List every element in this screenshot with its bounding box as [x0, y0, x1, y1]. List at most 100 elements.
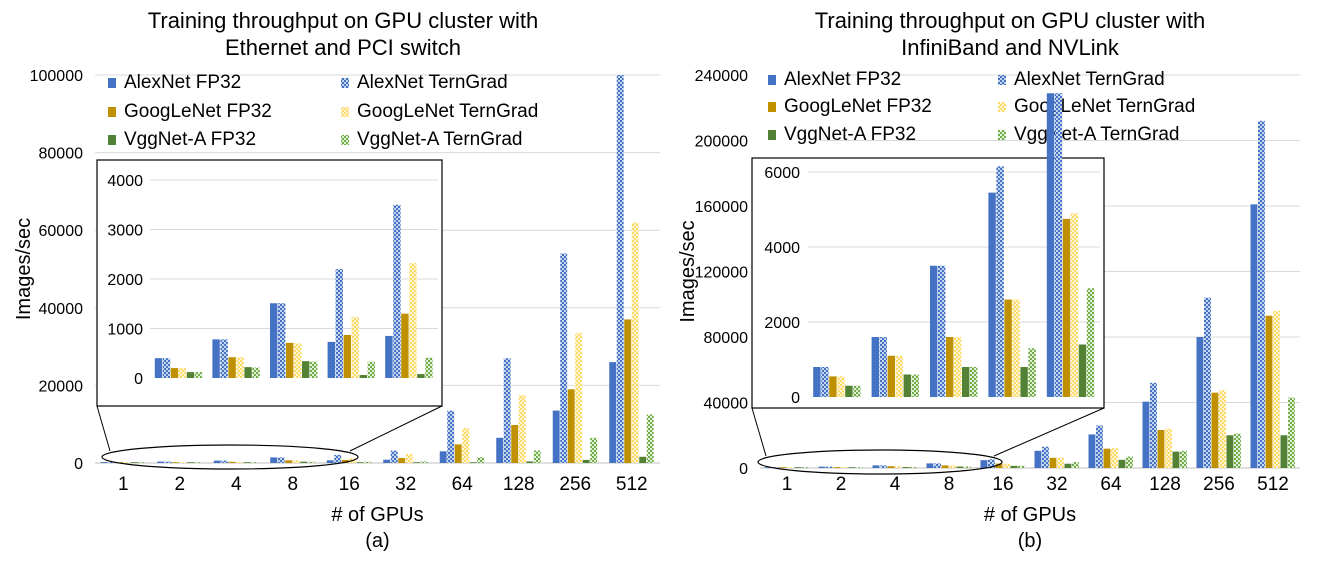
bar: [567, 389, 575, 463]
bar: [841, 467, 848, 468]
inset-bar: [409, 263, 417, 378]
bar: [995, 463, 1003, 468]
bar: [624, 319, 632, 463]
bar: [575, 333, 583, 463]
legend-swatch: [998, 130, 1006, 140]
inset-bar: [220, 339, 228, 378]
bar: [764, 467, 772, 468]
bar: [1088, 434, 1096, 468]
x-tick-label: 128: [503, 474, 535, 495]
inset-bar: [853, 385, 861, 397]
bar: [646, 414, 654, 463]
bar: [477, 457, 485, 463]
inset-bar: [1086, 288, 1095, 397]
bar: [228, 461, 236, 463]
bar: [496, 437, 504, 463]
bar: [511, 424, 519, 463]
bar: [405, 454, 413, 463]
inset-bar: [228, 357, 236, 378]
zoom-connector: [96, 405, 111, 452]
bar: [164, 461, 172, 463]
bar: [1003, 463, 1010, 468]
y-tick-label: 80000: [704, 330, 749, 347]
inset-bar: [887, 355, 895, 397]
y-tick-label: 120000: [695, 265, 748, 282]
bar: [179, 462, 187, 463]
legend-swatch: [108, 135, 116, 145]
bar: [560, 253, 568, 463]
inset-chart: 0 1000 2000 3000 4000: [96, 159, 443, 407]
bar: [941, 465, 949, 468]
zoom-ellipse: [101, 444, 359, 470]
bar: [341, 459, 349, 463]
inset-bar: [946, 337, 954, 397]
y-tick-label: 0: [74, 456, 83, 473]
bar: [194, 462, 202, 463]
legend-swatch: [998, 75, 1006, 85]
inset-bar: [1078, 344, 1087, 397]
bar: [307, 461, 315, 463]
chart-title-line: InfiniBand and NVLink: [901, 35, 1120, 60]
y-tick-label: 0: [739, 461, 748, 478]
inset-y-tick-label: 4000: [764, 240, 800, 257]
inset-bar: [1012, 299, 1020, 397]
bar: [413, 462, 421, 463]
bar: [356, 462, 364, 463]
bar: [157, 461, 165, 463]
inset-bar: [879, 337, 887, 397]
x-tick-label: 128: [1149, 474, 1181, 495]
bar: [582, 459, 590, 463]
bar: [326, 460, 334, 463]
inset-y-tick-label: 1000: [107, 322, 143, 339]
bar: [1010, 465, 1018, 468]
bar: [872, 465, 880, 468]
legend-label: GoogLeNet TernGrad: [1014, 96, 1195, 117]
legend: AlexNet FP32 AlexNet TernGrad GoogLeNet FP…: [108, 72, 538, 150]
bar: [1196, 337, 1204, 468]
bar: [1126, 456, 1133, 468]
chart-title-line: Ethernet and PCI switch: [225, 35, 461, 60]
y-tick-label: 160000: [695, 199, 748, 216]
inset-bar: [930, 265, 938, 397]
inset-bar: [194, 372, 203, 378]
bar: [910, 467, 917, 468]
bar: [1118, 459, 1126, 468]
legend-swatch: [341, 78, 349, 88]
bar: [292, 460, 300, 463]
inset-bar: [988, 192, 996, 397]
inset-y-tick-label: 0: [134, 371, 143, 388]
legend-swatch: [998, 102, 1006, 112]
bars: [764, 120, 1295, 469]
bar: [1280, 435, 1288, 468]
bar: [1180, 450, 1187, 468]
legend-label: VggNet-A FP32: [124, 129, 256, 150]
bar: [243, 462, 251, 463]
y-tick-label: 60000: [39, 223, 84, 240]
inset-bar: [911, 374, 919, 397]
legend-swatch: [768, 75, 776, 85]
bar: [818, 466, 826, 468]
inset-bar: [954, 337, 962, 397]
inset-bar: [270, 303, 278, 378]
bar: [1204, 297, 1211, 468]
inset-bar: [821, 367, 829, 397]
bar: [390, 450, 398, 463]
bar: [398, 457, 406, 463]
bar: [856, 467, 863, 468]
bar: [300, 461, 308, 463]
bar: [1265, 315, 1273, 468]
inset-bar: [813, 367, 821, 397]
inset-bar: [837, 376, 845, 397]
legend-label: AlexNet FP32: [784, 69, 901, 90]
legend-swatch: [108, 107, 116, 117]
bar: [779, 467, 787, 468]
legend-label: GoogLeNet TernGrad: [357, 101, 538, 122]
y-tick-label: 240000: [695, 68, 748, 85]
x-tick-label: 32: [395, 474, 416, 495]
x-tick-label: 64: [1100, 474, 1122, 495]
bar: [609, 362, 617, 463]
inset-bar: [1028, 348, 1036, 397]
bar: [956, 466, 964, 468]
panel-label: (a): [365, 530, 389, 552]
y-tick-label: 100000: [30, 68, 83, 85]
